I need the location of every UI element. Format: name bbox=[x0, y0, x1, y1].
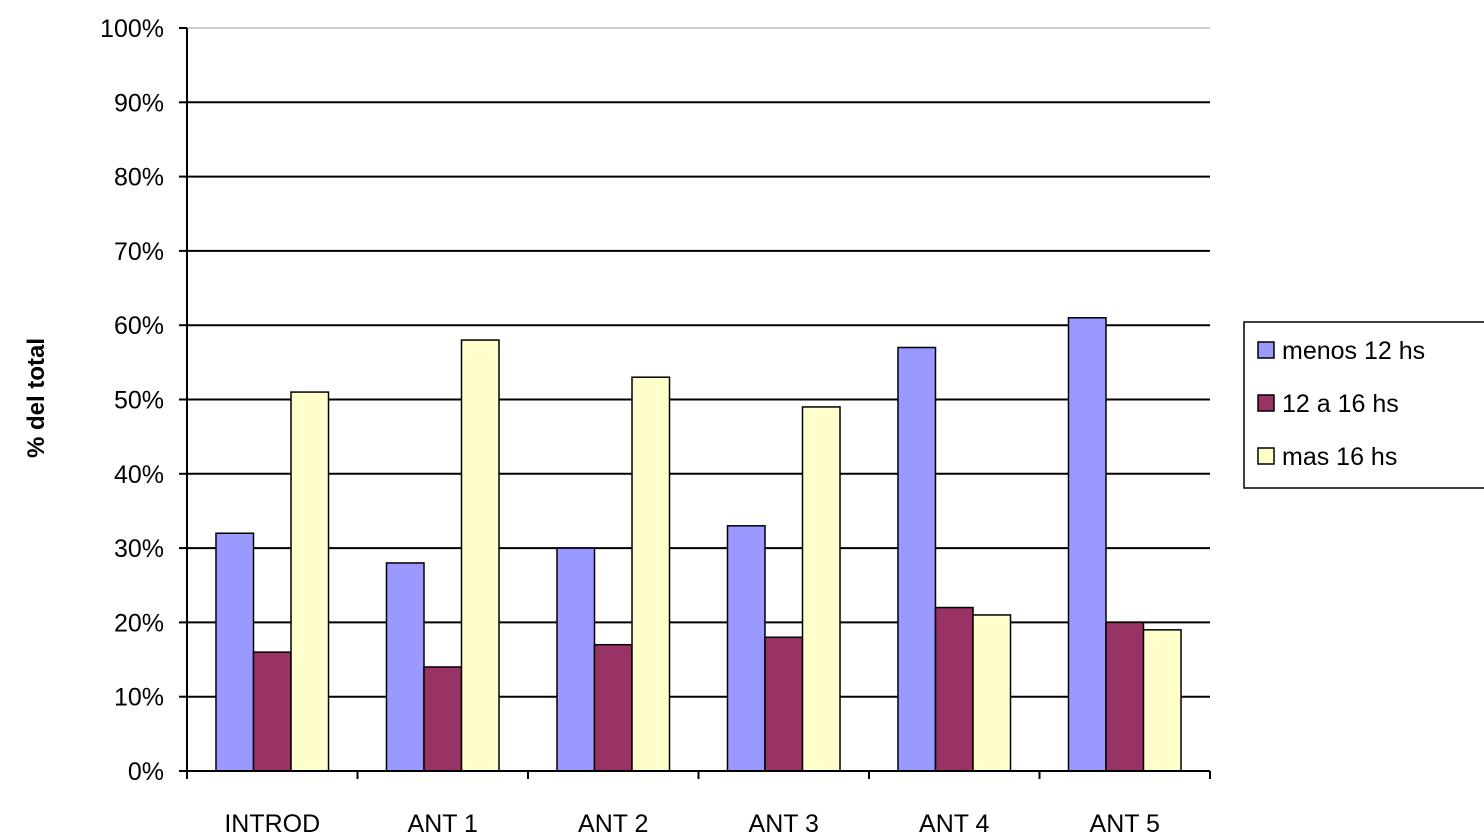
y-tick-label: 30% bbox=[114, 535, 164, 563]
legend-label: menos 12 hs bbox=[1282, 337, 1425, 365]
x-tick-label: ANT 1 bbox=[408, 810, 478, 837]
bar bbox=[764, 636, 804, 772]
bar bbox=[385, 562, 425, 772]
legend-label: 12 a 16 hs bbox=[1282, 390, 1399, 418]
grid-lines bbox=[187, 27, 1210, 698]
bar bbox=[556, 547, 596, 772]
y-tick-label: 0% bbox=[128, 758, 164, 786]
axes bbox=[179, 27, 1211, 779]
x-tick-label: ANT 3 bbox=[749, 810, 819, 837]
legend-swatch bbox=[1257, 341, 1275, 359]
y-tick-label: 70% bbox=[114, 238, 164, 266]
bar bbox=[1105, 621, 1145, 772]
bars bbox=[215, 317, 1182, 772]
bar bbox=[726, 525, 766, 772]
bar bbox=[593, 643, 633, 772]
y-tick-label: 50% bbox=[114, 387, 164, 415]
y-tick-label: 10% bbox=[114, 684, 164, 712]
legend-swatch bbox=[1257, 447, 1275, 465]
y-tick-label: 60% bbox=[114, 312, 164, 340]
y-tick-label: 100% bbox=[100, 15, 164, 43]
legend: menos 12 hs 12 a 16 hs mas 16 hs bbox=[1243, 321, 1484, 489]
bar bbox=[1142, 629, 1182, 772]
x-tick-label: ANT 4 bbox=[919, 810, 989, 837]
y-tick-label: 80% bbox=[114, 164, 164, 192]
bar bbox=[290, 391, 330, 772]
x-tick-label: INTROD bbox=[224, 810, 320, 837]
legend-label: mas 16 hs bbox=[1282, 443, 1397, 471]
y-tick-labels: 0% 10% 20% 30% 40% 50% 60% 70% 80% 90% 100% bbox=[100, 15, 164, 786]
y-tick-label: 20% bbox=[114, 609, 164, 637]
x-tick-label: ANT 5 bbox=[1090, 810, 1160, 837]
x-tick-label: ANT 2 bbox=[578, 810, 648, 837]
bar bbox=[934, 606, 974, 772]
bar bbox=[252, 651, 292, 772]
bar bbox=[801, 406, 841, 772]
bar bbox=[631, 376, 671, 772]
legend-swatch bbox=[1257, 394, 1275, 412]
bar bbox=[215, 532, 255, 772]
y-axis-title: % del total bbox=[23, 338, 50, 458]
x-tick-labels: INTROD ANT 1 ANT 2 ANT 3 ANT 4 ANT 5 bbox=[224, 810, 1160, 837]
bar bbox=[897, 346, 937, 772]
y-tick-label: 90% bbox=[114, 89, 164, 117]
y-tick-label: 40% bbox=[114, 461, 164, 489]
legend-box bbox=[1243, 321, 1484, 489]
bar bbox=[460, 339, 500, 772]
bar bbox=[423, 666, 463, 772]
bar bbox=[1067, 317, 1107, 772]
bar bbox=[972, 614, 1012, 772]
